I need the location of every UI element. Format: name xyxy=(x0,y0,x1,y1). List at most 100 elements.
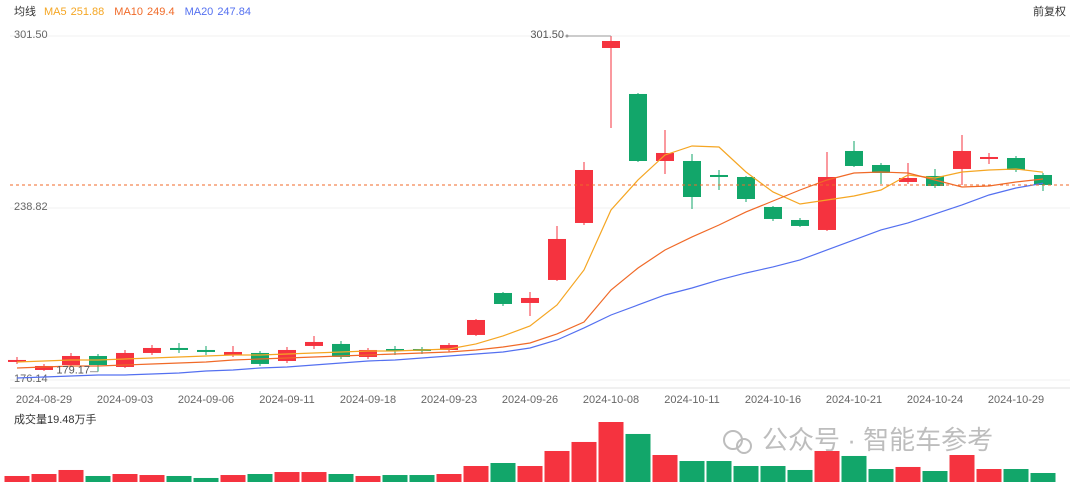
x-tick-label: 2024-10-16 xyxy=(745,394,801,406)
volume-bar xyxy=(220,475,246,482)
x-tick-label: 2024-10-11 xyxy=(664,394,719,406)
volume-bar xyxy=(490,463,516,482)
x-tick-label: 2024-09-11 xyxy=(259,394,314,406)
volume-bar xyxy=(193,477,219,482)
x-tick-label: 2024-10-29 xyxy=(988,394,1044,406)
legend-name: MA20 xyxy=(185,6,214,18)
y-tick-label: 238.82 xyxy=(14,201,48,213)
candle-body xyxy=(332,343,350,357)
volume-bar xyxy=(139,475,165,482)
volume-bar xyxy=(868,469,894,482)
legend-value: 247.84 xyxy=(217,6,251,18)
candle-body xyxy=(764,206,782,219)
candle-body xyxy=(359,349,377,357)
adjust-label[interactable]: 前复权 xyxy=(1033,4,1066,18)
candle-body xyxy=(791,219,809,226)
volume-bar xyxy=(382,475,408,482)
candle-body xyxy=(278,349,296,361)
volume-bar xyxy=(544,450,570,482)
volume-bar xyxy=(625,433,651,482)
volume-bar xyxy=(112,474,138,482)
x-tick-label: 2024-09-03 xyxy=(97,394,153,406)
candle-body xyxy=(1034,174,1052,185)
candle-body xyxy=(8,359,26,362)
candle-body xyxy=(926,175,944,186)
candle-body xyxy=(656,152,674,161)
x-tick-label: 2024-10-24 xyxy=(907,394,963,406)
candle-body xyxy=(629,93,647,161)
legend-value: 251.88 xyxy=(71,6,105,18)
candle-body xyxy=(1007,158,1025,170)
volume-bar xyxy=(328,474,354,482)
volume-bar xyxy=(247,474,273,482)
candle-body xyxy=(116,352,134,367)
legend-entry: MA20 247.84 xyxy=(185,6,251,18)
volume-bar xyxy=(922,470,948,482)
candle-body xyxy=(143,347,161,353)
volume-bar xyxy=(355,475,381,482)
volume-bar xyxy=(274,472,300,482)
candle-body xyxy=(440,344,458,350)
volume-bar xyxy=(85,475,111,482)
volume-bar xyxy=(652,455,678,482)
volume-bar xyxy=(949,455,975,482)
x-tick-label: 2024-08-29 xyxy=(16,394,72,406)
volume-bar xyxy=(571,441,597,482)
ma-line xyxy=(16,171,1044,369)
legend-name: MA5 xyxy=(44,6,67,18)
volume-bar xyxy=(436,474,462,482)
candle-body xyxy=(953,150,971,169)
candle-body xyxy=(170,347,188,350)
candle-body xyxy=(683,160,701,197)
y-tick-label: 176.14 xyxy=(14,373,48,385)
candle-body xyxy=(197,349,215,352)
volume-bar xyxy=(1003,469,1029,482)
x-tick-label: 2024-09-23 xyxy=(421,394,477,406)
ma-line xyxy=(16,145,1044,363)
candle-body xyxy=(386,348,404,351)
candle-body xyxy=(872,165,890,173)
volume-bar xyxy=(517,466,543,482)
max-annotation: 301.50 xyxy=(530,29,564,41)
legend-value: 249.4 xyxy=(147,6,175,18)
volume-bar xyxy=(301,472,327,482)
legend-title: 均线 xyxy=(14,4,36,18)
min-annotation: 179.17 xyxy=(56,365,90,377)
candle-body xyxy=(845,150,863,166)
volume-bar xyxy=(463,466,489,482)
max-dot xyxy=(565,34,569,38)
volume-bar xyxy=(841,455,867,482)
candle-body xyxy=(602,40,620,48)
legend-entry: MA5 251.88 xyxy=(44,6,104,18)
candle-body xyxy=(548,238,566,280)
legend-name: MA10 xyxy=(114,6,143,18)
volume-bar xyxy=(706,461,732,482)
candle-body xyxy=(899,177,917,182)
x-tick-label: 2024-09-26 xyxy=(502,394,558,406)
volume-bar xyxy=(4,475,30,482)
watermark: 公众号 · 智能车参考 xyxy=(723,425,993,455)
candle-body xyxy=(737,176,755,199)
candle-body xyxy=(35,365,53,370)
volume-bar xyxy=(760,466,786,482)
volume-bar xyxy=(166,475,192,482)
candle-body xyxy=(575,169,593,223)
candle-body xyxy=(305,341,323,346)
watermark-text: 公众号 · 智能车参考 xyxy=(762,425,993,455)
x-tick-label: 2024-10-21 xyxy=(826,394,882,406)
candle-body xyxy=(818,176,836,230)
candle-body xyxy=(494,292,512,304)
volume-bar xyxy=(58,469,84,482)
volume-bar xyxy=(976,469,1002,482)
volume-bar xyxy=(787,469,813,482)
volume-bar xyxy=(598,422,624,482)
y-tick-label: 301.50 xyxy=(14,29,48,41)
candle-body xyxy=(224,351,242,355)
legend-entry: MA10 249.4 xyxy=(114,6,174,18)
volume-bar xyxy=(895,466,921,482)
candle-body xyxy=(467,319,485,335)
candle-body xyxy=(521,297,539,303)
volume-label: 成交量19.48万手 xyxy=(14,412,97,426)
volume-bar xyxy=(1030,472,1056,482)
